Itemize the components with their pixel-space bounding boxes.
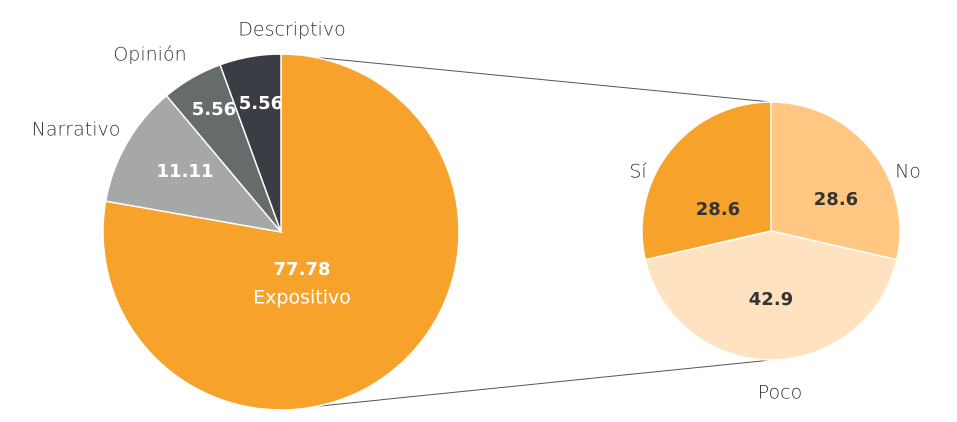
value-label: 42.9	[749, 289, 793, 310]
category-label: Sí	[629, 161, 647, 183]
value-label: 5.56	[192, 99, 236, 120]
category-label: Expositivo	[253, 287, 351, 309]
value-label: 28.6	[814, 189, 858, 210]
pie-slice	[104, 94, 283, 234]
connector-line	[280, 359, 772, 411]
pie-slice	[641, 101, 772, 261]
value-label: 77.78	[274, 259, 331, 280]
category-label: Opinión	[113, 44, 186, 66]
category-label: Descriptivo	[238, 19, 345, 41]
value-label: 28.6	[696, 199, 740, 220]
category-label: Narrativo	[32, 119, 121, 141]
category-label: Poco	[758, 382, 802, 404]
pie-slice	[644, 230, 898, 361]
value-label: 11.11	[157, 161, 214, 182]
connector-line	[280, 53, 772, 103]
pie-slice	[219, 53, 282, 233]
sub-pie: 28.6 No 42.9 Poco 28.6 Sí	[629, 101, 921, 404]
main-pie: 77.78 Expositivo 11.11 Narrativo 5.56 Opinión…	[32, 19, 460, 411]
value-label: 5.56	[239, 93, 283, 114]
pie-slice	[102, 53, 460, 411]
pie-slice	[770, 101, 901, 261]
category-label: No	[895, 161, 921, 183]
